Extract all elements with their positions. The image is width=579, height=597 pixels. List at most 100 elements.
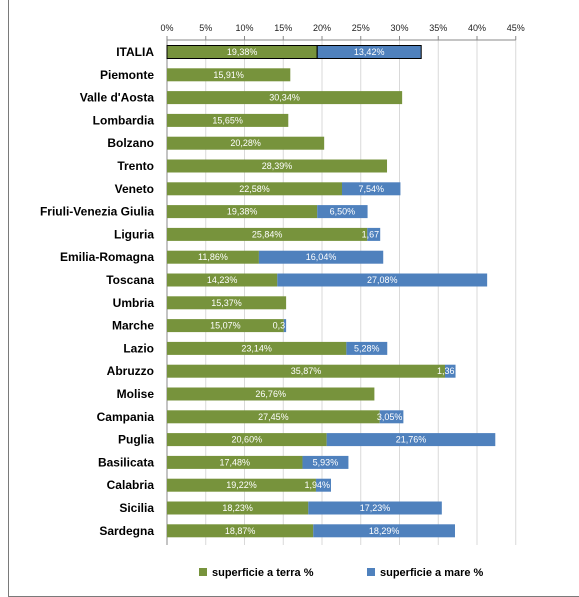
legend-swatch-sea bbox=[367, 568, 375, 576]
category-label-sicilia: Sicilia bbox=[119, 501, 154, 515]
value-label-sea-marche: 0,3 bbox=[273, 321, 286, 331]
value-label-sea-toscana: 27,08% bbox=[367, 275, 398, 285]
bar-land-emilia-romagna bbox=[167, 250, 259, 264]
category-label-emilia-romagna: Emilia-Romagna bbox=[60, 250, 154, 264]
bar-land-trento bbox=[167, 159, 388, 173]
category-labels: ITALIA Piemonte Valle d'Aosta Lombardia Bolz… bbox=[40, 45, 154, 538]
bar-land-sardegna bbox=[167, 524, 314, 538]
value-label-sea-italia: 13,42% bbox=[354, 47, 385, 57]
category-label-lombardia: Lombardia bbox=[93, 113, 155, 127]
value-label-sea-puglia: 21,76% bbox=[396, 435, 427, 445]
x-tick-label: 40% bbox=[468, 23, 486, 33]
bar-land-campania bbox=[167, 410, 380, 424]
bar-sea-abruzzo bbox=[444, 364, 456, 378]
value-label-land-sardegna: 18,87% bbox=[225, 526, 256, 536]
value-label-land-toscana: 14,23% bbox=[207, 275, 238, 285]
bar-land-toscana bbox=[167, 273, 278, 287]
bar-land-marche bbox=[167, 319, 284, 333]
bar-sea-campania bbox=[379, 410, 404, 424]
bar-land-abruzzo bbox=[167, 364, 445, 378]
category-label-bolzano: Bolzano bbox=[107, 136, 154, 150]
bar-sea-emilia-romagna bbox=[258, 250, 384, 264]
value-label-land-italia: 19,38% bbox=[227, 47, 258, 57]
bar-land-valle-d-aosta bbox=[167, 91, 403, 105]
bar-sea-veneto bbox=[341, 182, 401, 196]
category-label-veneto: Veneto bbox=[115, 182, 154, 196]
value-label-land-puglia: 20,60% bbox=[232, 435, 263, 445]
value-label-land-campania: 27,45% bbox=[258, 412, 289, 422]
x-tick-label: 10% bbox=[235, 23, 253, 33]
value-label-sea-lazio: 5,28% bbox=[354, 343, 380, 353]
category-label-puglia: Puglia bbox=[118, 433, 154, 447]
bar-land-umbria bbox=[167, 296, 287, 310]
bar-land-piemonte bbox=[167, 68, 291, 82]
value-labels: 19,38% 13,42% 15,91% 30,34% 15,65% 20,28% 28,3… bbox=[198, 47, 455, 536]
category-label-basilicata: Basilicata bbox=[98, 455, 154, 469]
value-label-land-molise: 26,76% bbox=[255, 389, 286, 399]
x-tick-label: 20% bbox=[313, 23, 331, 33]
category-label-italia: ITALIA bbox=[116, 45, 154, 59]
legend: superficie a terra % superficie a mare % bbox=[199, 567, 484, 579]
category-label-piemonte: Piemonte bbox=[100, 68, 154, 82]
bar-sea-sicilia bbox=[308, 501, 442, 515]
value-label-land-lombardia: 15,65% bbox=[212, 115, 243, 125]
bar-land-basilicata bbox=[167, 455, 303, 469]
value-label-land-lazio: 23,14% bbox=[241, 343, 272, 353]
category-label-sardegna: Sardegna bbox=[99, 524, 154, 538]
value-label-land-bolzano: 20,28% bbox=[230, 138, 261, 148]
value-label-land-marche: 15,07% bbox=[210, 321, 241, 331]
legend-label-sea: superficie a mare % bbox=[380, 567, 484, 579]
bar-land-friuli-venezia-giulia bbox=[167, 205, 318, 219]
bar-land-veneto bbox=[167, 182, 342, 196]
category-label-trento: Trento bbox=[117, 159, 154, 173]
bar-sea-sardegna bbox=[313, 524, 455, 538]
value-label-sea-abruzzo: 1,36 bbox=[437, 366, 455, 376]
bar-sea-basilicata bbox=[302, 455, 349, 469]
x-tick-label: 15% bbox=[274, 23, 292, 33]
bar-land-liguria bbox=[167, 227, 368, 241]
bar-land-puglia bbox=[167, 433, 327, 447]
bar-land-lazio bbox=[167, 341, 347, 355]
bar-land-calabria bbox=[167, 478, 316, 492]
value-label-land-trento: 28,39% bbox=[262, 161, 293, 171]
value-label-land-sicilia: 18,23% bbox=[222, 503, 253, 513]
bar-land-sicilia bbox=[167, 501, 309, 515]
legend-label-land: superficie a terra % bbox=[212, 567, 314, 579]
value-label-sea-campania: 3,05% bbox=[377, 412, 403, 422]
value-label-sea-calabria: 1,94% bbox=[304, 480, 330, 490]
value-label-sea-liguria: 1,67 bbox=[362, 229, 380, 239]
value-label-sea-veneto: 7,54% bbox=[358, 184, 384, 194]
bar-sea-puglia bbox=[326, 433, 496, 447]
category-label-molise: Molise bbox=[117, 387, 155, 401]
category-label-valle-d-aosta: Valle d'Aosta bbox=[80, 91, 155, 105]
category-label-toscana: Toscana bbox=[106, 273, 154, 287]
legend-swatch-land bbox=[199, 568, 207, 576]
bar-sea-friuli-venezia-giulia bbox=[317, 205, 368, 219]
category-label-liguria: Liguria bbox=[114, 227, 154, 241]
bar-sea-italia bbox=[316, 45, 422, 59]
category-label-friuli-venezia-giulia: Friuli-Venezia Giulia bbox=[40, 205, 154, 219]
category-label-campania: Campania bbox=[97, 410, 155, 424]
value-label-land-piemonte: 15,91% bbox=[213, 70, 244, 80]
bar-sea-calabria bbox=[315, 478, 331, 492]
value-label-sea-sicilia: 17,23% bbox=[360, 503, 391, 513]
value-label-sea-sardegna: 18,29% bbox=[369, 526, 400, 536]
value-label-land-liguria: 25,84% bbox=[252, 229, 283, 239]
x-tick-label: 5% bbox=[199, 23, 212, 33]
bar-sea-marche bbox=[283, 319, 287, 333]
bar-land-bolzano bbox=[167, 136, 325, 150]
bar-land-molise bbox=[167, 387, 375, 401]
bar-sea-liguria bbox=[367, 227, 381, 241]
value-label-land-abruzzo: 35,87% bbox=[291, 366, 322, 376]
category-label-abruzzo: Abruzzo bbox=[107, 364, 154, 378]
x-tick-label: 25% bbox=[352, 23, 370, 33]
x-tick-label: 35% bbox=[429, 23, 447, 33]
value-label-sea-friuli-venezia-giulia: 6,50% bbox=[330, 207, 356, 217]
value-label-land-basilicata: 17,48% bbox=[219, 457, 250, 467]
bar-sea-lazio bbox=[346, 341, 388, 355]
value-label-land-veneto: 22,58% bbox=[239, 184, 270, 194]
bar-sea-toscana bbox=[277, 273, 488, 287]
value-label-land-calabria: 19,22% bbox=[226, 480, 257, 490]
x-tick-label: 45% bbox=[507, 23, 525, 33]
bars bbox=[166, 45, 496, 538]
